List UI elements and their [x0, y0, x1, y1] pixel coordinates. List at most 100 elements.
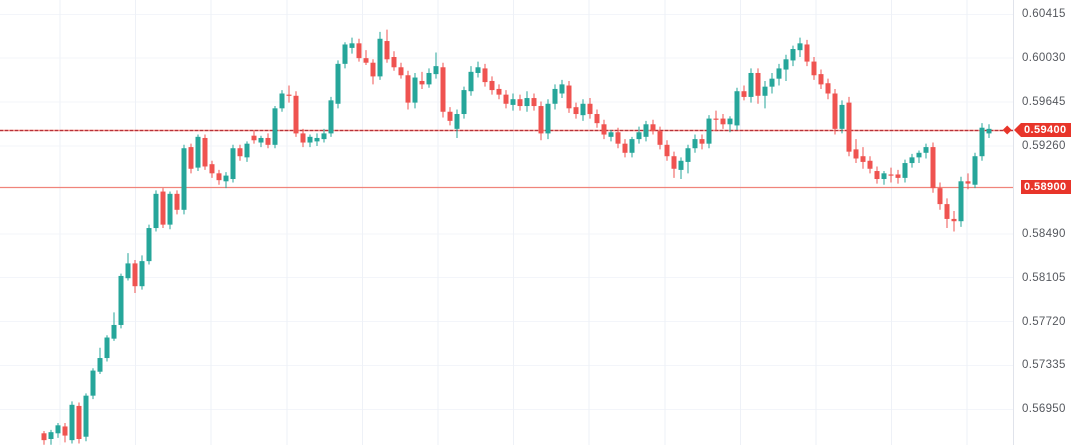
axis-border — [1013, 0, 1014, 445]
candle-down — [174, 193, 180, 210]
price-tag-current: 0.59400 — [1014, 122, 1071, 137]
candle-up — [643, 124, 649, 137]
candle-down — [531, 98, 537, 107]
candle-up — [958, 181, 964, 222]
candle-up — [706, 118, 712, 144]
candle-up — [902, 163, 908, 178]
candle-down — [132, 263, 138, 287]
candle-up — [881, 173, 887, 180]
candle-up — [97, 358, 103, 372]
candle-down — [720, 118, 726, 125]
candle-up — [678, 160, 684, 170]
candle-down — [286, 94, 292, 96]
candle-up — [979, 127, 985, 157]
candle-down — [853, 149, 859, 159]
candle-down — [265, 137, 271, 145]
candle-down — [888, 174, 894, 176]
candle-down — [482, 68, 488, 83]
candle-up — [69, 404, 75, 441]
price-tick-label: 0.57335 — [1022, 359, 1066, 372]
price-tick-label: 0.59645 — [1022, 96, 1066, 109]
candle-up — [629, 139, 635, 153]
price-marker-diamond-icon — [1002, 125, 1012, 135]
candle-down — [699, 139, 705, 144]
candle-up — [90, 370, 96, 396]
price-tag-current-label: 0.59400 — [1021, 122, 1071, 137]
candle-up — [335, 63, 341, 104]
candle-down — [937, 188, 943, 205]
candle-up — [685, 148, 691, 162]
candle-down — [713, 118, 719, 120]
candle-up — [377, 38, 383, 77]
candle-down — [391, 57, 397, 68]
candle-up — [972, 156, 978, 185]
candle-down — [237, 148, 243, 157]
candle-up — [986, 128, 992, 134]
candle-down — [650, 124, 656, 132]
candle-down — [657, 131, 663, 145]
candle-down — [538, 106, 544, 134]
candle-up — [272, 108, 278, 145]
candle-down — [76, 405, 82, 439]
candle-up — [195, 136, 201, 168]
candle-down — [384, 41, 390, 60]
candle-up — [608, 132, 614, 137]
candle-down — [503, 94, 509, 104]
candle-down — [566, 85, 572, 109]
candle-down — [615, 132, 621, 144]
candle-up — [349, 43, 355, 48]
candle-down — [944, 204, 950, 219]
candle-down — [202, 137, 208, 167]
price-axis[interactable]: 0.60415 0.60030 0.59645 0.59260 0.58490 0.581… — [1013, 0, 1080, 445]
candle-down — [440, 67, 446, 112]
candle-down — [811, 61, 817, 76]
candle-down — [62, 426, 68, 436]
candle-up — [783, 59, 789, 70]
candle-up — [790, 49, 796, 61]
price-tick-label: 0.58490 — [1022, 227, 1066, 240]
candle-down — [951, 218, 957, 222]
candle-down — [489, 80, 495, 91]
candle-up — [48, 432, 54, 439]
candle-up — [636, 132, 642, 140]
candle-down — [209, 164, 215, 174]
candle-up — [461, 90, 467, 115]
price-tick-label: 0.59260 — [1022, 139, 1066, 152]
candle-down — [874, 171, 880, 180]
candle-up — [328, 100, 334, 134]
candle-down — [867, 160, 873, 169]
candle-up — [412, 77, 418, 103]
candle-up — [559, 84, 565, 94]
price-tick-label: 0.60030 — [1022, 52, 1066, 65]
candle-up — [580, 103, 586, 116]
candle-up — [139, 261, 145, 287]
chart-canvas[interactable] — [0, 0, 1013, 445]
candle-up — [454, 114, 460, 129]
price-tag-arrow-icon — [1014, 122, 1021, 137]
candle-up — [916, 152, 922, 158]
candle-up — [83, 395, 89, 437]
candle-up — [125, 263, 131, 279]
candle-up — [314, 137, 320, 142]
candle-down — [895, 174, 901, 178]
candle-up — [153, 193, 159, 229]
candle-down — [41, 433, 47, 441]
candle-up — [321, 133, 327, 140]
candle-up — [769, 78, 775, 87]
candle-up — [104, 337, 110, 359]
candle-down — [755, 72, 761, 96]
candle-down — [594, 114, 600, 124]
candle-down — [356, 43, 362, 59]
candle-up — [545, 103, 551, 134]
candle-down — [293, 95, 299, 134]
candle-up — [111, 324, 117, 339]
candle-up — [181, 148, 187, 210]
candle-down — [965, 181, 971, 184]
candle-down — [188, 147, 194, 169]
candle-up — [244, 143, 250, 158]
candle-up — [524, 98, 530, 107]
candle-down — [160, 191, 166, 225]
candle-down — [804, 44, 810, 62]
price-tag-level-label: 0.58900 — [1021, 180, 1071, 194]
candle-up — [426, 72, 432, 85]
